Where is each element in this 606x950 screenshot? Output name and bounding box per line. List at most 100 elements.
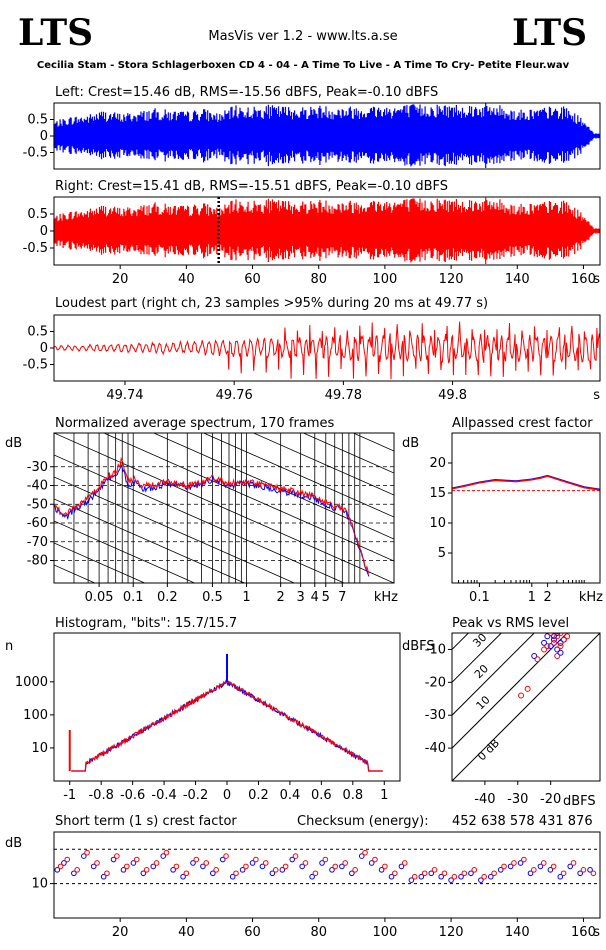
right-waveform-signal (53, 197, 600, 264)
short-term-point (458, 873, 464, 880)
peak-rms-diagonal-label: 0 dB (475, 736, 502, 763)
short-term-frame (53, 831, 601, 919)
short-term-point (203, 860, 210, 866)
loudest-part-xunit: s (593, 388, 600, 403)
spectrum-ytick-label: -80 (27, 554, 48, 569)
short-term-point (292, 853, 299, 859)
peak-rms-point (557, 643, 564, 650)
allpassed-xtick-label: 0.1 (469, 590, 490, 605)
short-term-point (163, 849, 170, 856)
peak-rms-ytick-label: -40 (425, 741, 446, 756)
loudest-part-plot: 0.50 -0.5 49.74 49.76 49.78 49.8 s (23, 314, 601, 403)
allpassed-frame (451, 432, 601, 584)
peak-rms-xlabel: dBFS (563, 794, 596, 809)
peak-rms-point (541, 646, 548, 653)
spectrum-grid (54, 433, 394, 583)
right-waveform-xtick-label: 120 (439, 272, 464, 287)
peak-rms-point (524, 685, 531, 692)
left-waveform-ytick-label: -0.5 (23, 146, 48, 161)
short-term-point (74, 867, 80, 873)
short-term-point (547, 867, 554, 873)
allpassed-series-1 (451, 475, 601, 491)
short-term-ylabel: dB (5, 836, 22, 851)
short-term-point (557, 873, 564, 880)
short-term-point (104, 870, 110, 877)
peak-rms-diagonal-label: 10 (474, 693, 493, 712)
spectrum-xtick-label: 0.5 (202, 590, 223, 605)
spectrum-ytick-label: -60 (27, 516, 48, 531)
peak-rms-point (560, 636, 567, 643)
short-term-point (243, 863, 249, 870)
peak-rms-point (534, 656, 541, 663)
spectrum-ytick-label: -30 (27, 460, 48, 475)
histogram-xtick-label: -0.2 (183, 788, 208, 803)
short-term-point (421, 870, 428, 877)
loudest-part-xtick-label: 49.74 (106, 388, 143, 403)
peak-rms-diagonal (452, 633, 535, 716)
loudest-part-ytick-label: 0.5 (27, 325, 48, 340)
file-title: Cecilia Stam - Stora Schlagerboxen CD 4 … (37, 60, 570, 71)
allpassed-series-0 (451, 474, 601, 491)
spectrum-ylabel: dB (5, 436, 22, 451)
short-term-xunit: s (593, 925, 600, 940)
short-term-point (570, 860, 577, 866)
short-term-point (537, 863, 544, 870)
spectrum-series-1 (54, 456, 370, 574)
left-waveform-signal (53, 103, 600, 168)
spectrum-slope-line (54, 564, 96, 583)
short-term-point (322, 856, 329, 863)
loudest-part-xtick-label: 49.78 (325, 388, 362, 403)
histogram-ytick-label: 100 (23, 708, 48, 723)
peak-rms-diagonal (452, 633, 600, 781)
histogram-xtick-label: 1 (380, 788, 388, 803)
short-term-point (590, 870, 597, 877)
spectrum-slope-line (54, 498, 246, 583)
histogram-xtick-label: 0.2 (248, 788, 269, 803)
short-term-xtick-label: 60 (244, 925, 261, 940)
short-term-point (352, 867, 358, 873)
histogram-title: Histogram, "bits": 15.7/15.7 (55, 616, 237, 631)
histogram-ylabel: n (5, 639, 13, 654)
short-term-point (461, 870, 468, 877)
peak-rms-point (547, 633, 554, 636)
histogram-xtick-label: 0 (223, 788, 231, 803)
peak-rms-point (550, 636, 557, 643)
short-term-point (193, 856, 200, 863)
short-term-point (418, 873, 425, 880)
short-term-xtick-label: 40 (178, 925, 195, 940)
spectrum-xtick-label: 4 (311, 590, 319, 605)
peak-rms-point (557, 649, 564, 656)
short-term-point (180, 873, 186, 880)
short-term-point (200, 863, 206, 870)
short-term-point (259, 863, 266, 870)
right-waveform-ytick-label: 0 (40, 224, 48, 239)
allpassed-title: Allpassed crest factor (452, 416, 593, 431)
peak-rms-ytick-label: -10 (425, 642, 446, 657)
left-waveform-title: Left: Crest=15.46 dB, RMS=-15.56 dBFS, P… (55, 85, 438, 100)
peak-rms-point (564, 633, 571, 640)
allpassed-ytick-label: 5 (438, 546, 446, 561)
peak-rms-xtick-label: -20 (540, 792, 561, 807)
right-waveform-xtick-label: 60 (244, 272, 261, 287)
spectrum-slope-line (54, 476, 296, 583)
spectrum-xtick-label: 0.2 (157, 590, 178, 605)
spectrum-slope-line (54, 542, 146, 583)
peak-rms-point (554, 653, 561, 660)
histogram-xtick-label: -1 (63, 788, 76, 803)
histogram-ytick-label: 1000 (15, 675, 48, 690)
short-term-point (408, 877, 415, 883)
short-term-title: Short term (1 s) crest factor (55, 814, 237, 829)
short-term-point (401, 860, 408, 866)
spectrum-slope-line (102, 433, 394, 562)
histogram-plot: 1000 100 10 -1 -0.8 -0.6 -0.4 -0.2 0 0.2 0.4 0.6 0.8… (15, 632, 401, 803)
allpassed-xtick-label: 1 (528, 590, 536, 605)
short-term-point (431, 867, 438, 873)
short-term-point (567, 863, 574, 870)
loudest-part-xtick-label: 49.76 (216, 388, 253, 403)
short-term-point (521, 856, 527, 863)
short-term-xtick-label: 120 (439, 925, 464, 940)
left-waveform-ytick-label: 0.5 (27, 113, 48, 128)
